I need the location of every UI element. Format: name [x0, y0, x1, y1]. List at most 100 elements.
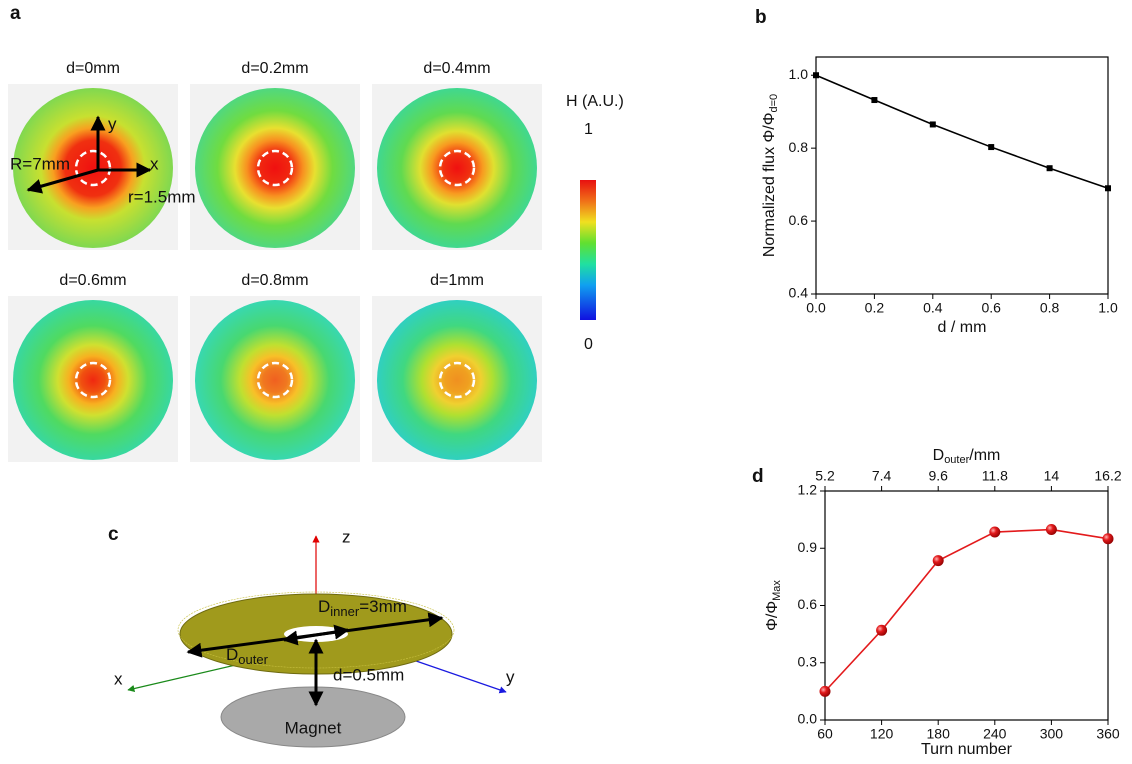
heatmap [13, 88, 173, 248]
y-axis-label: Normalized flux Φ/Φd=0 [761, 94, 780, 257]
colorbar-min: 0 [584, 336, 593, 353]
y-tick-label: 0.8 [789, 139, 809, 155]
data-point [813, 72, 819, 79]
text: Φ/Φ [764, 601, 781, 631]
y-tick-label: 0.3 [798, 653, 818, 669]
x2-tick-label: 16.2 [1094, 468, 1121, 484]
annotation: Dinner=3mm [318, 597, 407, 619]
data-point [989, 526, 1001, 538]
series-line [815, 74, 1109, 190]
magnet [220, 686, 406, 748]
coil-texture [177, 591, 455, 669]
y-tick-label: 1.0 [789, 66, 809, 82]
data-point [876, 624, 888, 636]
x-tick-label: 0.8 [1040, 300, 1060, 316]
y-tick-label: 0.9 [798, 539, 818, 555]
x-tick-label: 360 [1096, 726, 1120, 742]
data-point [988, 144, 995, 151]
text: D [318, 597, 330, 616]
y-tick-label: 0.6 [789, 212, 809, 228]
axis-label: x [150, 154, 159, 173]
data-point [932, 555, 944, 567]
x-tick-label: 0.4 [923, 300, 943, 316]
x-tick-label: 0.2 [865, 300, 885, 316]
y-tick-label: 0.4 [789, 285, 809, 301]
data-point [1046, 165, 1053, 172]
annotation: Douter [226, 645, 269, 667]
x2-tick-label: 11.8 [982, 468, 1008, 484]
map-title: d=0.2mm [241, 60, 308, 77]
x2-tick-label: 14 [1044, 468, 1060, 484]
heatmap [377, 300, 537, 460]
heatmap [195, 300, 355, 460]
inner-boundary [256, 361, 294, 399]
data-point [929, 121, 936, 128]
heatmap [13, 300, 173, 460]
map-title: d=0.6mm [59, 272, 126, 289]
panel-label: d [752, 466, 764, 487]
subscript: outer [944, 454, 969, 466]
y-tick-label: 0.6 [798, 596, 818, 612]
x-axis-label: Turn number [921, 741, 1013, 758]
data-point [819, 685, 831, 697]
colorbar [580, 180, 596, 320]
data-point [1102, 533, 1114, 545]
inner-boundary [256, 149, 294, 187]
panel-label: a [10, 3, 21, 24]
data-point [871, 97, 878, 104]
inner-boundary [438, 361, 476, 399]
arrows [26, 115, 152, 194]
text: D [226, 645, 238, 664]
subscript: outer [238, 652, 268, 667]
coil-diagram [127, 535, 507, 748]
y-axis-label: Φ/ΦMax [764, 580, 783, 631]
plot-frame [815, 56, 1109, 295]
axis-label: z [342, 527, 351, 546]
inner-boundary [438, 149, 476, 187]
subscript: Max [771, 580, 783, 601]
text: D [933, 447, 945, 464]
map-title: d=0mm [66, 60, 120, 77]
x2-axis-label: Douter/mm [933, 447, 1001, 466]
x-tick-label: 180 [927, 726, 951, 742]
text: =3mm [359, 597, 407, 616]
text: Normalized flux Φ/Φ [761, 112, 778, 257]
arrow [282, 624, 350, 646]
colorbar-title: H (A.U.) [566, 93, 624, 110]
x-tick-label: 120 [870, 726, 894, 742]
y-tick-label: 0.0 [798, 711, 818, 727]
annotation: d=0.5mm [333, 665, 404, 684]
heatmap [377, 88, 537, 248]
axis-label: x [114, 669, 123, 688]
series-line [824, 528, 1109, 692]
inner-boundary [74, 149, 112, 187]
colorbar-max: 1 [584, 121, 593, 138]
data-point [1105, 185, 1111, 192]
x2-tick-label: 5.2 [815, 468, 835, 484]
heatmaps: d=0mm d=0.2mm d=0.4mm d=0.6mm d=0.8mm d=1mm [8, 60, 542, 462]
y-tick-label: 1.2 [798, 482, 818, 498]
annotation: R=7mm [10, 154, 70, 173]
plot-frame [824, 490, 1109, 721]
x-axis-label: d / mm [938, 319, 987, 336]
x-tick-label: 1.0 [1098, 300, 1118, 316]
x-tick-label: 240 [983, 726, 1007, 742]
subscript: d=0 [768, 94, 780, 113]
axis-label: y [108, 114, 117, 133]
text: /mm [969, 447, 1000, 464]
arrow [26, 168, 99, 194]
data-point [1045, 524, 1057, 536]
axis-label: y [506, 667, 515, 686]
map-title: d=1mm [430, 272, 484, 289]
heatmap [195, 88, 355, 248]
panel-label: c [108, 524, 119, 545]
x2-tick-label: 9.6 [928, 468, 948, 484]
x2-tick-label: 7.4 [872, 468, 892, 484]
annotation: r=1.5mm [128, 187, 196, 206]
map-title: d=0.4mm [423, 60, 490, 77]
map-title: d=0.8mm [241, 272, 308, 289]
x-tick-label: 60 [817, 726, 833, 742]
magnet-label: Magnet [285, 718, 342, 737]
x-tick-label: 0.6 [981, 300, 1001, 316]
panel-label: b [755, 7, 767, 28]
